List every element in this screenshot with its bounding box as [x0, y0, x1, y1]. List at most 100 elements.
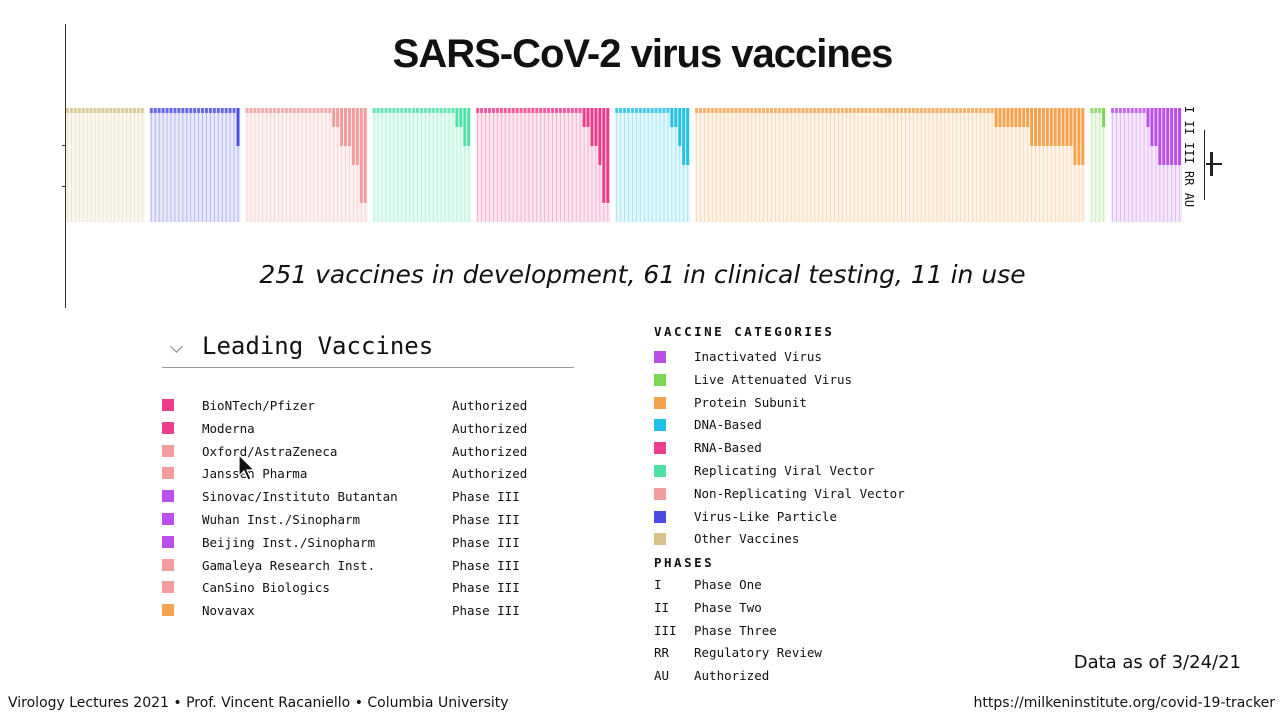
category-legend-item[interactable]: Live Attenuated Virus [654, 371, 954, 391]
vaccine-bar[interactable] [332, 108, 336, 127]
vaccine-bar[interactable] [253, 108, 257, 113]
vaccine-bar[interactable] [722, 108, 726, 113]
vaccine-bar[interactable] [951, 108, 955, 113]
vaccine-bar[interactable] [355, 108, 359, 165]
vaccine-bar[interactable] [208, 108, 212, 113]
vaccine-bar[interactable] [911, 108, 915, 113]
vaccine-bar[interactable] [939, 108, 943, 113]
vaccine-bar[interactable] [363, 108, 367, 203]
vaccine-bar[interactable] [900, 108, 903, 113]
vaccine-bar[interactable] [133, 108, 136, 113]
vaccine-bar[interactable] [539, 108, 543, 113]
chevron-down-icon[interactable] [170, 340, 183, 353]
vaccine-bar[interactable] [570, 108, 574, 113]
vaccine-bar[interactable] [586, 108, 590, 127]
vaccine-bar[interactable] [304, 108, 308, 113]
vaccine-bar[interactable] [1118, 108, 1122, 113]
vaccine-bar[interactable] [269, 108, 273, 113]
vaccine-bar[interactable] [919, 108, 923, 113]
vaccine-bar[interactable] [173, 108, 177, 113]
vaccine-bar[interactable] [606, 108, 610, 203]
vaccine-bar[interactable] [714, 108, 718, 113]
category-legend-item[interactable]: Replicating Viral Vector [654, 462, 954, 482]
vaccine-bar[interactable] [860, 108, 864, 113]
vaccine-bar[interactable] [766, 108, 769, 113]
vaccine-bar[interactable] [488, 108, 491, 113]
vaccine-bar[interactable] [308, 108, 312, 113]
vaccine-bar[interactable] [1166, 108, 1170, 165]
vaccine-bar[interactable] [101, 108, 105, 113]
vaccine-bar[interactable] [856, 108, 860, 113]
vaccine-bar[interactable] [1114, 108, 1118, 113]
vaccine-bar[interactable] [852, 108, 856, 113]
category-legend-item[interactable]: Non-Replicating Viral Vector [654, 485, 954, 505]
vaccine-bar[interactable] [439, 108, 443, 113]
vaccine-bar[interactable] [758, 108, 762, 113]
leading-vaccine-row[interactable]: Novavax Phase III [162, 601, 582, 621]
vaccine-bar[interactable] [754, 108, 758, 113]
vaccine-bar[interactable] [551, 108, 555, 113]
vaccine-bar[interactable] [718, 108, 722, 113]
leading-vaccine-row[interactable]: Oxford/AstraZeneca Authorized [162, 442, 582, 462]
vaccine-bar[interactable] [89, 108, 93, 113]
vaccine-bar[interactable] [419, 108, 423, 113]
vaccine-bar[interactable] [121, 108, 125, 113]
vaccine-bar[interactable] [380, 108, 384, 113]
vaccine-bar[interactable] [129, 108, 133, 113]
vaccine-bar[interactable] [140, 108, 144, 113]
vaccine-bar[interactable] [892, 108, 896, 113]
vaccine-bar[interactable] [884, 108, 888, 113]
vaccine-bar[interactable] [495, 108, 499, 113]
vaccine-bar[interactable] [615, 108, 619, 113]
vaccine-bar[interactable] [781, 108, 785, 113]
vaccine-bar[interactable] [967, 108, 970, 113]
vaccine-bar[interactable] [1006, 108, 1010, 127]
vaccine-bar[interactable] [848, 108, 852, 113]
vaccine-bar[interactable] [623, 108, 627, 113]
vaccine-bar[interactable] [503, 108, 507, 113]
vaccine-bar[interactable] [125, 108, 129, 113]
vaccine-bar[interactable] [412, 108, 416, 113]
vaccine-bar[interactable] [777, 108, 781, 113]
leading-vaccine-row[interactable]: Moderna Authorized [162, 419, 582, 439]
vaccine-bar[interactable] [935, 108, 939, 113]
vaccine-bar[interactable] [261, 108, 265, 113]
vaccine-bar[interactable] [555, 108, 558, 113]
vaccine-bar[interactable] [73, 108, 77, 113]
vaccine-bar[interactable] [578, 108, 582, 113]
vaccine-bar[interactable] [1146, 108, 1150, 127]
vaccine-bar[interactable] [978, 108, 982, 113]
vaccine-bar[interactable] [1034, 108, 1037, 146]
vaccine-bar[interactable] [1018, 108, 1022, 127]
vaccine-bar[interactable] [312, 108, 316, 113]
vaccine-bar[interactable] [931, 108, 935, 113]
vaccine-bar[interactable] [431, 108, 435, 113]
vaccine-bar[interactable] [77, 108, 81, 113]
vaccine-bar[interactable] [463, 108, 467, 146]
vaccine-bar[interactable] [1174, 108, 1178, 165]
vaccine-bar[interactable] [344, 108, 347, 146]
vaccine-bar[interactable] [1102, 108, 1106, 127]
vaccine-bar[interactable] [212, 108, 216, 113]
vaccine-bar[interactable] [372, 108, 376, 113]
vaccine-bar[interactable] [801, 108, 805, 113]
vaccine-bar[interactable] [695, 108, 699, 113]
vaccine-bar[interactable] [1170, 108, 1174, 165]
vaccine-bar[interactable] [236, 108, 240, 146]
leading-vaccine-row[interactable]: Janssen Pharma Authorized [162, 464, 582, 484]
scrubber-handle-bar[interactable] [1206, 163, 1222, 165]
vaccine-bar[interactable] [1014, 108, 1018, 127]
vaccine-bar[interactable] [257, 108, 261, 113]
vaccine-bar[interactable] [1037, 108, 1041, 146]
vaccine-bar[interactable] [650, 108, 654, 113]
category-legend-item[interactable]: Virus-Like Particle [654, 508, 954, 528]
vaccine-bar[interactable] [955, 108, 959, 113]
vaccine-bar[interactable] [443, 108, 447, 113]
vaccine-bar[interactable] [416, 108, 419, 113]
vaccine-bar[interactable] [232, 108, 236, 113]
vaccine-bar[interactable] [994, 108, 998, 127]
vaccine-bar[interactable] [562, 108, 566, 113]
vaccine-bar[interactable] [738, 108, 742, 113]
vaccine-bar[interactable] [793, 108, 797, 113]
vaccine-bar[interactable] [336, 108, 340, 127]
